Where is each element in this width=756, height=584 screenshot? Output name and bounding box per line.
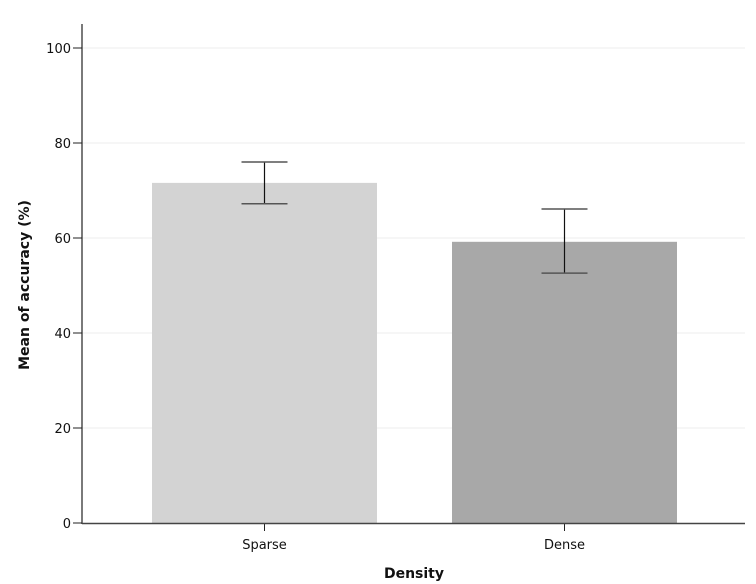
bar-dense [452, 241, 677, 524]
bars [152, 182, 677, 524]
y-tick-label: 20 [54, 422, 71, 437]
y-axis: 0 20 40 60 80 100 [46, 24, 83, 532]
error-bar-dense [541, 208, 588, 274]
y-tick-label: 0 [63, 517, 71, 532]
x-tick-label-dense: Dense [544, 538, 585, 553]
y-tick-label: 80 [54, 137, 71, 152]
x-axis-title: Density [384, 566, 444, 582]
bar-sparse [152, 182, 377, 523]
error-bars [241, 161, 588, 274]
x-tick-label-sparse: Sparse [242, 538, 287, 553]
y-tick-label: 100 [46, 42, 71, 57]
y-tick-label: 40 [54, 327, 71, 342]
y-tick-label: 60 [54, 232, 71, 247]
y-axis-title: Mean of accuracy (%) [17, 200, 33, 370]
x-axis: Sparse Dense [82, 522, 745, 553]
error-bar-sparse [241, 161, 288, 205]
